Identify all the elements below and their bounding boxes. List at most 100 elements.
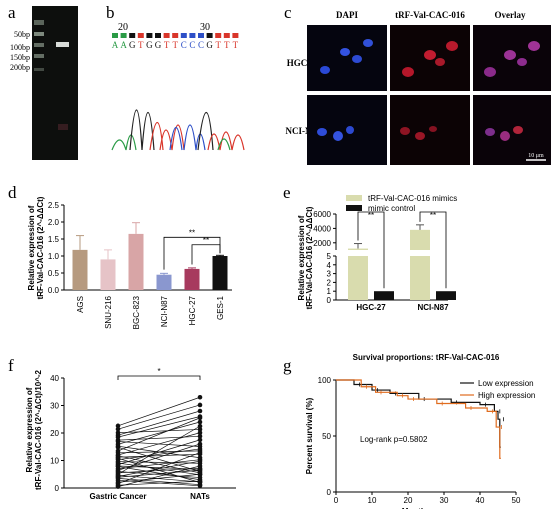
y-tick-label: 0	[327, 296, 332, 305]
x-tick-label: HGC-27	[356, 303, 386, 312]
data-point	[197, 450, 203, 455]
base-color-cell	[112, 33, 118, 38]
row-label-hgc27: HGC-27	[287, 58, 320, 68]
base-letter: T	[138, 40, 144, 50]
pair-line	[117, 455, 201, 474]
y-tick-label: 2000	[313, 239, 331, 248]
micrograph-hgc27-trf	[390, 25, 470, 91]
pair-line	[117, 450, 201, 454]
x-tick-label: BGC-823	[132, 295, 141, 329]
base-color-cell	[120, 33, 127, 38]
legend-swatch	[346, 195, 362, 201]
pair-line	[117, 439, 201, 465]
x-tick-label: HGC-27	[188, 295, 197, 325]
pair-line	[117, 469, 201, 478]
panel-label-g: g	[283, 356, 292, 375]
pair-line	[117, 410, 201, 436]
y-axis-label: Relative expression oftRF-Val-CAC-016 (2…	[27, 196, 45, 299]
base-letter: C	[198, 40, 204, 50]
data-point	[115, 481, 121, 486]
pair-line	[117, 453, 201, 458]
ladder-label: 150bp	[10, 53, 30, 62]
y-tick-label: 2.0	[48, 218, 60, 227]
x-axis-label: Months	[402, 507, 431, 509]
scale-bar-label: 10 μm	[528, 153, 544, 159]
base-color-strip	[112, 33, 239, 38]
y-tick-label: 0.5	[48, 269, 60, 278]
base-color-cell	[198, 33, 204, 38]
data-point	[115, 473, 121, 478]
data-point	[197, 419, 203, 425]
base-letter: T	[164, 40, 170, 50]
significance-mark: **	[430, 211, 436, 220]
y-tick-label: 6000	[313, 210, 331, 219]
bar	[184, 268, 200, 290]
pair-line	[117, 466, 201, 481]
base-letter: A	[112, 40, 119, 50]
x-tick-label: 50	[512, 496, 521, 505]
data-point	[197, 408, 203, 414]
y-tick-label: 2	[327, 278, 332, 287]
base-color-cell	[206, 33, 213, 38]
base-letter: G	[155, 40, 162, 50]
significance-bracket	[117, 375, 201, 380]
pair-line	[117, 475, 201, 483]
data-point	[197, 394, 203, 400]
bar	[212, 256, 228, 290]
pair-line	[117, 396, 201, 427]
position-20: 20	[118, 22, 128, 33]
significance-mark: **	[368, 211, 374, 220]
pair-line	[117, 421, 201, 445]
base-color-cell	[155, 33, 161, 38]
pair-line	[117, 462, 201, 476]
panel-label-a: a	[8, 3, 16, 22]
base-letter: T	[233, 40, 239, 50]
y-tick-label: 2.5	[48, 201, 60, 210]
x-tick-label: 20	[404, 496, 413, 505]
y-tick-label: 1.0	[48, 252, 60, 261]
micrograph-ncin87-trf	[390, 95, 470, 165]
gel-image	[32, 6, 78, 160]
base-letter: G	[129, 40, 136, 50]
pair-line	[117, 479, 201, 487]
ladder-label: 200bp	[10, 63, 30, 72]
pair-line	[117, 478, 201, 486]
legend-label: Low expression	[478, 379, 534, 388]
data-point	[115, 432, 121, 438]
base-color-cell	[163, 33, 170, 38]
data-point	[197, 470, 203, 476]
ladder-label: 100bp	[10, 43, 30, 52]
base-color-cell	[215, 33, 222, 38]
base-letter: C	[181, 40, 187, 50]
x-tick-label: SNU-216	[104, 295, 113, 328]
row-label-ncin87: NCI-N87	[286, 126, 321, 136]
pair-line	[117, 465, 201, 470]
x-tick-label: GES-1	[216, 295, 225, 320]
chromatogram	[111, 109, 245, 151]
base-color-cell	[146, 33, 153, 38]
data-point	[115, 459, 121, 464]
data-point	[197, 479, 203, 485]
pair-line	[117, 471, 201, 478]
base-letter: A	[120, 40, 127, 50]
micrograph-hgc27-overlay	[473, 25, 551, 91]
y-tick-label: 3	[327, 270, 332, 279]
bar	[348, 256, 368, 300]
significance-mark: *	[157, 367, 160, 376]
pair-line	[117, 429, 201, 434]
legend-swatch	[346, 205, 362, 211]
y-tick-label: 100	[318, 376, 332, 385]
y-tick-label: 0.0	[48, 286, 60, 295]
base-color-cell	[189, 33, 196, 38]
survival-curve	[336, 379, 501, 459]
column-header-trf: tRF-Val-CAC-016	[395, 10, 465, 20]
pair-line	[117, 461, 201, 464]
chart-title: Survival proportions: tRF-Val-CAC-016	[353, 353, 500, 362]
legend-label: mimic control	[368, 204, 415, 213]
data-point	[197, 434, 203, 439]
base-color-cell	[129, 33, 136, 38]
base-letter: T	[224, 40, 230, 50]
x-tick-label: 0	[334, 496, 339, 505]
